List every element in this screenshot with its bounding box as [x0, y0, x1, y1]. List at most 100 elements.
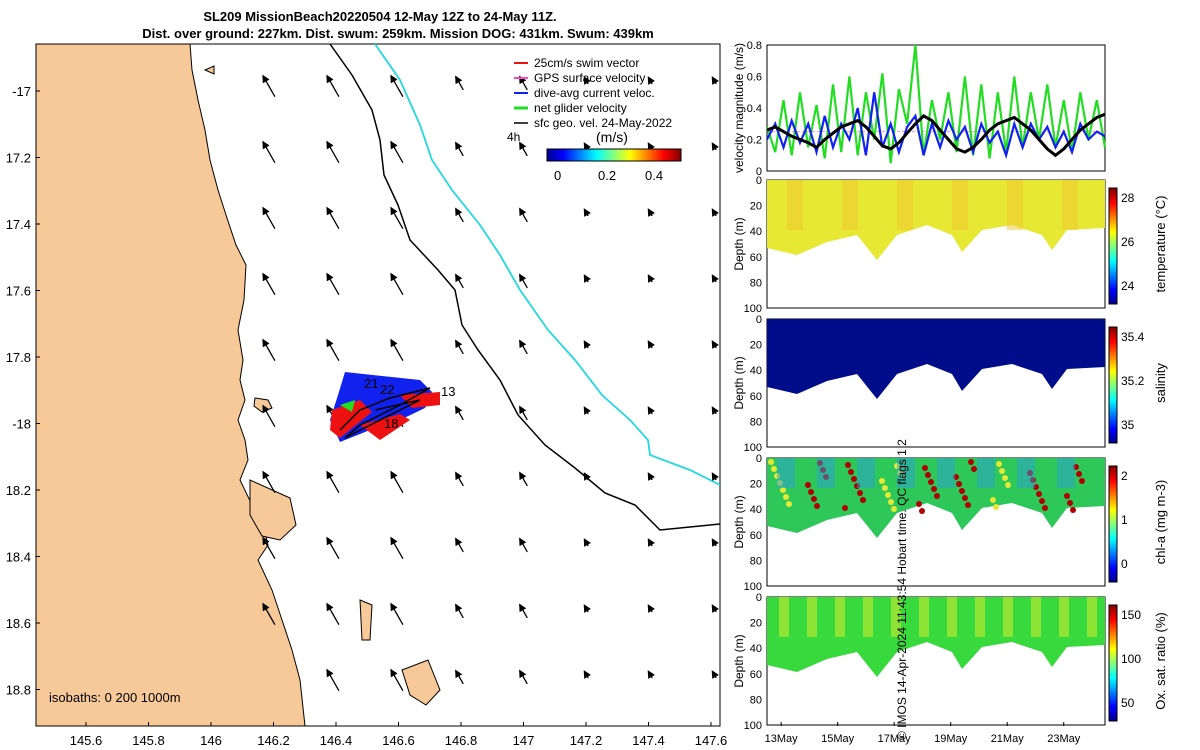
- depth-tick: 20: [750, 479, 762, 491]
- current-vector: [711, 142, 719, 151]
- current-vector: [390, 74, 404, 98]
- current-vector: [711, 406, 719, 415]
- current-vector: [647, 670, 655, 679]
- track-label: 22: [380, 382, 394, 397]
- section-heatmap: [767, 319, 1105, 399]
- current-vector: [583, 472, 591, 481]
- chl-sample-dot: [845, 462, 851, 468]
- track-label: 13: [441, 384, 455, 399]
- current-vector: [326, 74, 340, 98]
- chart-title-line1: SL209 MissionBeach20220504 12-May 12Z to…: [203, 9, 557, 24]
- legend-dive: dive-avg current veloc.: [534, 86, 655, 100]
- current-vector: [519, 669, 528, 685]
- section-colorbar: [1108, 465, 1118, 583]
- x-tick-label: 147.6: [695, 733, 728, 748]
- velocity-y-tick: 0.4: [747, 103, 762, 115]
- depth-tick: 80: [750, 694, 762, 706]
- depth-tick: 0: [756, 314, 762, 326]
- section-colorbar: [1108, 604, 1118, 722]
- chl-patch: [1057, 458, 1075, 488]
- x-tick-label: 145.8: [132, 733, 165, 748]
- chl-sample-dot: [925, 472, 931, 478]
- depth-tick: 60: [750, 391, 762, 403]
- chl-sample-dot: [1070, 507, 1076, 513]
- track-label: 21: [364, 376, 378, 391]
- oxygen-band: [1087, 597, 1097, 637]
- x-tick-label: 146.2: [257, 733, 290, 748]
- current-vector: [711, 274, 719, 283]
- x-tick-label: 147.2: [570, 733, 603, 748]
- current-vector: [519, 273, 528, 289]
- current-vector: [262, 602, 276, 626]
- depth-tick: 80: [750, 416, 762, 428]
- chl-sample-dot: [1079, 478, 1085, 484]
- x-tick-label: 146.8: [445, 733, 478, 748]
- oxygen-band: [919, 597, 929, 637]
- colorbar-tick: 26: [1121, 235, 1135, 249]
- current-vector: [711, 472, 719, 481]
- time-tick-label: 19May: [934, 733, 968, 745]
- depth-tick: 40: [750, 365, 762, 377]
- current-vector: [647, 76, 655, 85]
- speed-colorbar: [546, 148, 682, 162]
- depth-tick: 20: [750, 340, 762, 352]
- section-fill: [767, 319, 1105, 399]
- y-tick-label: 18.8: [6, 683, 31, 698]
- depth-tick: 100: [744, 581, 762, 593]
- y-tick-label: 17.2: [6, 151, 31, 166]
- colorbar-tick: 35: [1121, 418, 1135, 432]
- current-vector: [326, 602, 340, 626]
- colorbar-tick: 0.4: [645, 168, 663, 183]
- chl-sample-dot: [1002, 475, 1008, 481]
- current-vector: [583, 538, 591, 547]
- chl-sample-dot: [814, 503, 820, 509]
- chl-sample-dot: [1042, 505, 1048, 511]
- glider-track: [330, 372, 440, 442]
- depth-tick: 60: [750, 669, 762, 681]
- colorbar-tick: 35.2: [1121, 374, 1145, 388]
- chl-sample-dot: [971, 466, 977, 472]
- colorbar-tick: 150: [1121, 608, 1141, 622]
- current-vector: [455, 141, 464, 157]
- x-tick-label: 147.4: [632, 733, 665, 748]
- y-tick-label: 17.6: [6, 284, 31, 299]
- chl-sample-dot: [768, 459, 774, 465]
- velocity-y-tick: 0.6: [747, 72, 762, 84]
- x-tick-label: 146: [200, 733, 222, 748]
- oxygen-band: [1003, 597, 1013, 637]
- map-y-axis: -17 17.2 17.4 17.6 17.8 -18 18.2 18.4 18.6 18.8: [6, 84, 40, 698]
- colorbar-tick: 0.2: [598, 168, 616, 183]
- y-tick-label: 18.6: [6, 616, 31, 631]
- oxygen-band: [1059, 597, 1069, 637]
- track-label: 18: [384, 416, 398, 431]
- current-vector: [647, 472, 655, 481]
- current-vector: [647, 274, 655, 283]
- time-tick-label: 13May: [765, 733, 799, 745]
- legend-net: net glider velocity: [534, 101, 627, 115]
- current-vector: [262, 140, 276, 164]
- current-vector: [390, 536, 404, 560]
- depth-tick: 40: [750, 226, 762, 238]
- current-vector: [455, 537, 464, 553]
- current-vector: [519, 471, 528, 487]
- chl-sample-dot: [1039, 498, 1045, 504]
- colorbar-label: salinity: [1153, 363, 1168, 403]
- map-legend: 25cm/s swim vector GPS surface velocity …: [507, 56, 682, 183]
- current-vector: [711, 340, 719, 349]
- current-vector: [455, 669, 464, 685]
- current-vector: [455, 75, 464, 91]
- current-vector: [711, 76, 719, 85]
- colorbar-tick: 2: [1121, 469, 1128, 483]
- oxygen-band: [779, 597, 789, 637]
- current-vector: [455, 207, 464, 223]
- chl-sample-dot: [842, 505, 848, 511]
- chart-title-line2: Dist. over ground: 227km. Dist. swum: 25…: [142, 26, 654, 41]
- depth-tick: 80: [750, 555, 762, 567]
- chl-sample-dot: [956, 481, 962, 487]
- current-vector: [262, 536, 276, 560]
- current-vector: [519, 207, 528, 223]
- temperature-patch: [842, 180, 858, 230]
- copyright-note: © IMOS 14-Apr-2024 11:43:54 Hobart time.…: [895, 439, 910, 740]
- depth-ylabel: Depth (m): [732, 217, 746, 270]
- x-tick-label: 147: [513, 733, 535, 748]
